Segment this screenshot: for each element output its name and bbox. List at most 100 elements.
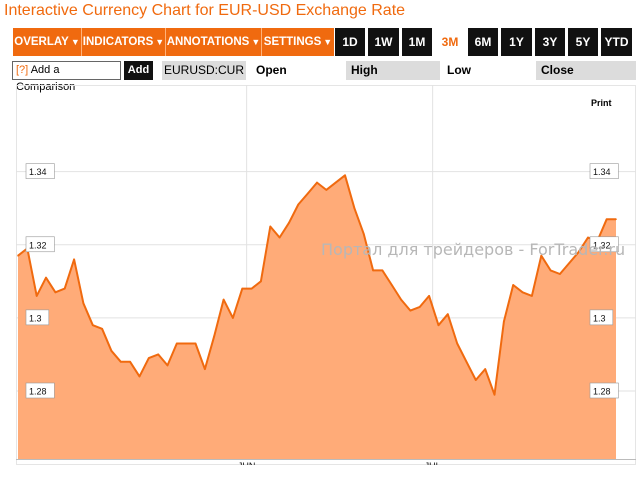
price-point	[194, 342, 197, 345]
price-point	[250, 287, 253, 290]
y-tick-label-box	[25, 163, 55, 179]
y-tick-label: 1.32	[593, 240, 611, 250]
price-point	[437, 324, 440, 326]
price-area	[18, 175, 616, 460]
help-icon[interactable]: [?]	[16, 64, 29, 76]
price-point	[101, 328, 103, 330]
price-point	[185, 342, 187, 345]
price-point	[419, 306, 421, 308]
price-point	[269, 225, 272, 228]
add-button[interactable]: Add	[124, 61, 153, 80]
price-point	[260, 280, 262, 283]
price-point	[278, 236, 281, 239]
indicators-menu[interactable]: INDICATORS ▼	[82, 28, 166, 56]
price-point	[559, 273, 561, 275]
price-point	[316, 181, 318, 184]
price-point	[372, 269, 374, 272]
y-tick-label: 1.28	[29, 387, 47, 397]
price-point	[120, 361, 122, 363]
price-point	[241, 287, 244, 290]
price-point	[531, 295, 533, 297]
y-tick-label-box	[25, 236, 55, 253]
price-point	[334, 181, 337, 184]
y-tick-label: 1.32	[29, 240, 47, 250]
annotations-menu[interactable]: ANNOTATIONS ▼	[166, 28, 262, 56]
indicators-menu-label: INDICATORS	[82, 36, 154, 48]
range-button-1w[interactable]: 1W	[368, 28, 399, 56]
price-point	[148, 357, 150, 359]
price-point	[484, 368, 487, 370]
add-comparison-label: Add a Comparison	[16, 64, 76, 93]
y-tick-label: 1.3	[593, 313, 606, 323]
price-chart-svg: 1.28 1.28 1.3 1.3 1.32 1.32 1.34 1.34 JUN JUL	[16, 85, 636, 471]
range-button-3m[interactable]: 3M	[435, 28, 465, 56]
range-button-1y[interactable]: 1Y	[501, 28, 532, 56]
price-point	[17, 254, 19, 257]
price-point	[54, 291, 57, 294]
settings-menu[interactable]: SETTINGS ▼	[262, 28, 334, 56]
price-point	[353, 207, 356, 209]
overlay-menu[interactable]: OVERLAY ▼	[13, 28, 82, 56]
overlay-menu-label: OVERLAY	[14, 36, 69, 48]
y-tick-label-box	[589, 236, 619, 253]
price-point	[92, 324, 94, 326]
x-tick-label: JUL	[425, 461, 441, 465]
price-point	[157, 353, 159, 356]
y-tick-label: 1.34	[593, 167, 611, 177]
high-stat: High	[346, 61, 440, 80]
price-point	[176, 342, 178, 345]
price-point	[45, 276, 47, 279]
range-button-3y[interactable]: 3Y	[535, 28, 565, 56]
price-point	[110, 350, 113, 352]
price-point	[344, 174, 346, 177]
y-tick-label: 1.28	[593, 387, 611, 397]
chevron-down-icon: ▼	[251, 37, 261, 47]
range-button-ytd[interactable]: YTD	[601, 28, 632, 56]
price-point	[615, 218, 617, 220]
range-button-1d[interactable]: 1D	[335, 28, 365, 56]
open-stat: Open	[256, 63, 287, 77]
price-point	[577, 251, 580, 253]
close-stat: Close	[536, 61, 636, 80]
price-point	[232, 317, 234, 319]
range-button-5y[interactable]: 5Y	[568, 28, 598, 56]
price-point	[512, 284, 514, 286]
price-point	[568, 262, 571, 264]
price-point	[325, 189, 328, 191]
y-tick-label-box	[589, 163, 619, 179]
price-point	[166, 364, 169, 367]
price-point	[428, 295, 430, 297]
price-point	[306, 192, 309, 195]
price-point	[503, 320, 505, 323]
price-point	[35, 295, 38, 297]
range-button-6m[interactable]: 6M	[468, 28, 498, 56]
ticker-symbol: EURUSD:CUR	[162, 61, 246, 80]
range-button-1m[interactable]: 1M	[402, 28, 432, 56]
price-point	[549, 269, 552, 272]
price-point	[297, 203, 300, 206]
price-point	[391, 284, 393, 286]
chevron-down-icon: ▼	[155, 37, 165, 47]
price-point	[362, 233, 365, 235]
y-tick-label-box	[589, 309, 614, 326]
price-chart[interactable]: 1.28 1.28 1.3 1.3 1.32 1.32 1.34 1.34 JUN JUL	[16, 85, 636, 471]
price-point	[129, 361, 131, 363]
page-title: Interactive Currency Chart for EUR-USD E…	[4, 2, 406, 19]
print-button[interactable]: Print	[591, 98, 612, 108]
price-point	[447, 313, 449, 315]
add-comparison-field[interactable]: [?] Add a Comparison	[12, 61, 121, 93]
y-tick-label-box	[25, 382, 55, 399]
y-tick-label-box	[589, 382, 619, 399]
price-point	[409, 309, 412, 312]
chart-frame	[16, 85, 636, 465]
price-point	[605, 218, 608, 220]
y-tick-label: 1.3	[29, 313, 42, 323]
price-point	[475, 379, 477, 381]
price-point	[288, 222, 290, 224]
price-point	[213, 335, 215, 337]
price-point	[540, 254, 543, 257]
price-point	[381, 269, 384, 272]
x-tick-label: JUN	[238, 461, 256, 465]
price-point	[521, 291, 524, 294]
y-tick-label-box	[25, 309, 50, 326]
